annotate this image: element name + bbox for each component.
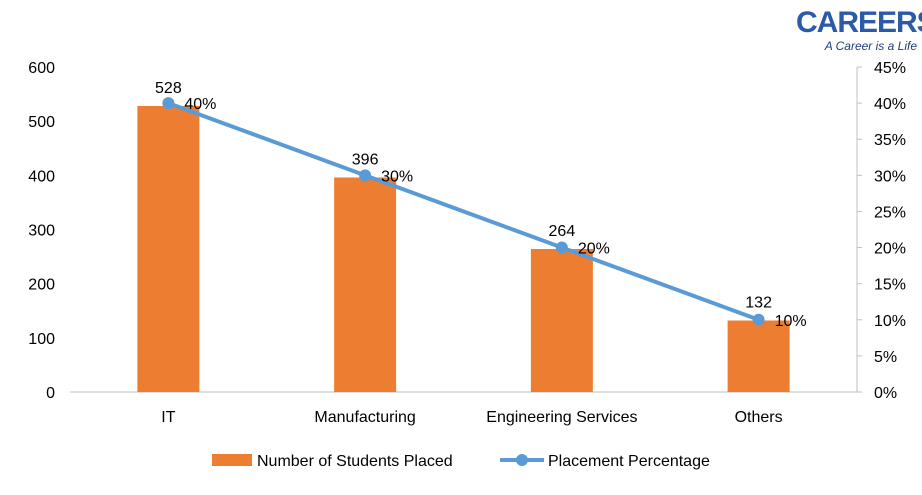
bar-value-label: 132 [745,295,772,312]
left-tick-label: 200 [28,277,55,294]
category-label: IT [161,409,175,426]
bar [137,106,200,392]
category-label: Engineering Services [486,409,637,426]
legend-swatch-bar [212,454,252,466]
right-tick-label: 35% [874,132,906,149]
line-point [359,169,372,182]
legend-swatch-marker [516,454,528,466]
right-tick-label: 5% [874,349,897,366]
legend: Number of Students Placed Placement Perce… [212,453,710,470]
line-point [162,97,175,110]
right-tick-label: 40% [874,96,906,113]
left-axis-ticks: 0 100 200 300 400 500 600 [28,60,55,402]
bar-value-label: 264 [549,223,576,240]
right-tick-label: 30% [874,168,906,185]
line-point [555,241,568,254]
left-tick-label: 0 [46,385,55,402]
line-data-labels: 40% 30% 20% 10% [184,96,806,330]
bar [530,249,593,392]
category-axis-labels: IT Manufacturing Engineering Services Other… [161,409,782,426]
left-tick-label: 500 [28,114,55,131]
left-tick-label: 300 [28,223,55,240]
line-point [752,313,765,326]
line-path [167,101,760,322]
logo-text: CAREERS360 [796,6,922,39]
line-value-label: 20% [578,241,610,258]
bar [727,320,790,392]
legend-label: Number of Students Placed [257,453,453,470]
right-tick-label: 45% [874,60,906,77]
bar [334,177,397,392]
right-axis-ticks: 0% 5% 10% 15% 20% 25% 30% 35% 40% 45% [857,60,906,402]
legend-label: Placement Percentage [548,453,710,470]
line-series [162,97,765,326]
careers360-logo: CAREERS360 A Career is a Life [796,6,922,53]
left-tick-label: 100 [28,331,55,348]
left-tick-label: 400 [28,168,55,185]
line-value-label: 30% [381,168,413,185]
left-tick-label: 600 [28,60,55,77]
logo-main-text: CAREERS [796,6,922,39]
line-value-label: 10% [775,313,807,330]
line-value-label: 40% [184,96,216,113]
category-label: Others [735,409,783,426]
right-tick-label: 25% [874,204,906,221]
right-tick-label: 10% [874,313,906,330]
logo-tagline: A Career is a Life [824,39,918,53]
right-tick-label: 15% [874,277,906,294]
right-tick-label: 0% [874,385,897,402]
bar-value-label: 528 [155,80,182,97]
bar-series [137,106,790,392]
bar-value-label: 396 [352,152,379,169]
right-tick-label: 20% [874,241,906,258]
axes [70,67,858,393]
category-label: Manufacturing [314,409,415,426]
bar-data-labels: 528 396 264 132 [155,80,772,312]
